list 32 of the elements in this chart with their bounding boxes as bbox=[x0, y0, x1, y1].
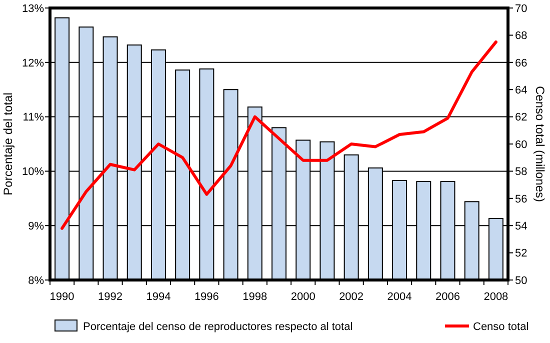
y2-tick-label: 70 bbox=[515, 2, 528, 15]
y-tick-label: 11% bbox=[22, 112, 44, 124]
x-tick-label: 1996 bbox=[194, 291, 219, 303]
x-tick-label: 2004 bbox=[387, 291, 412, 303]
x-tick-label: 2000 bbox=[290, 291, 316, 303]
legend-label: Censo total bbox=[473, 321, 529, 333]
y-tick-label: 12% bbox=[22, 57, 44, 70]
y2-axis-title: Censo total (millones) bbox=[533, 86, 547, 202]
y2-tick-label: 56 bbox=[515, 193, 528, 206]
y2-tick-label: 68 bbox=[515, 30, 528, 42]
y2-tick-label: 62 bbox=[515, 112, 528, 124]
y2-tick-label: 60 bbox=[515, 138, 528, 151]
y-tick-label: 13% bbox=[22, 2, 44, 15]
y2-tick-label: 66 bbox=[515, 57, 528, 70]
y2-tick-label: 58 bbox=[515, 166, 528, 178]
x-tick-label: 1994 bbox=[146, 291, 171, 303]
y2-tick-label: 50 bbox=[515, 274, 528, 287]
x-tick-label: 2006 bbox=[435, 291, 460, 303]
y-tick-label: 9% bbox=[28, 220, 44, 232]
y-axis-title: Porcentaje del total bbox=[1, 92, 15, 196]
x-tick-label: 2002 bbox=[339, 291, 364, 303]
y2-tick-label: 52 bbox=[515, 248, 528, 260]
y-tick-label: 10% bbox=[22, 166, 44, 178]
y2-tick-label: 64 bbox=[515, 84, 528, 96]
y2-tick-label: 54 bbox=[515, 220, 528, 232]
x-tick-label: 1992 bbox=[98, 291, 123, 303]
legend-label: Porcentaje del censo de reproductores respecto al total bbox=[83, 321, 353, 333]
y-tick-label: 8% bbox=[28, 274, 44, 287]
line-series bbox=[60, 40, 498, 230]
x-tick-label: 1998 bbox=[242, 291, 268, 303]
x-tick-label: 1990 bbox=[50, 291, 74, 303]
x-tick-label: 2008 bbox=[484, 291, 508, 303]
